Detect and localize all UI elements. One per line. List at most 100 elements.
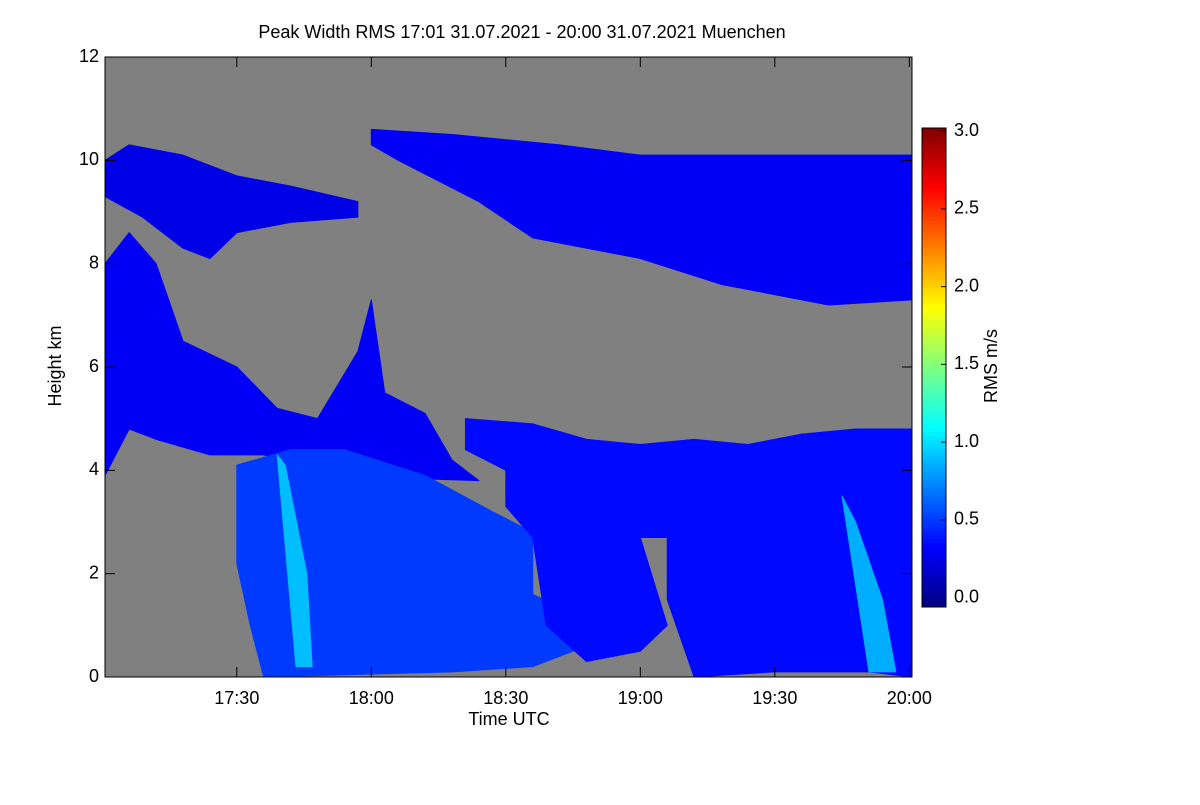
colorbar-segment xyxy=(922,567,946,572)
y-tick-label: 4 xyxy=(89,459,99,479)
x-tick-label: 20:00 xyxy=(887,688,932,708)
colorbar-segment xyxy=(922,255,946,261)
colorbar-segment xyxy=(922,291,946,297)
x-tick-label: 19:00 xyxy=(618,688,663,708)
colorbar-segment xyxy=(922,175,946,181)
colorbar-segment xyxy=(922,487,946,492)
colorbar-segment xyxy=(922,295,946,301)
colorbar-segment xyxy=(922,339,946,345)
colorbar-segment xyxy=(922,515,946,520)
colorbar-segment xyxy=(922,511,946,516)
colorbar-segment xyxy=(922,155,946,161)
colorbar-segment xyxy=(922,343,946,349)
colorbar-segment xyxy=(922,583,946,588)
colorbar-segment xyxy=(922,191,946,197)
colorbar-segment xyxy=(922,367,946,372)
colorbar-segment xyxy=(922,159,946,165)
colorbar-segment xyxy=(922,207,946,213)
colorbar-segment xyxy=(922,279,946,285)
colorbar-segment xyxy=(922,267,946,273)
data-region xyxy=(276,454,313,668)
colorbar-segment xyxy=(922,128,946,133)
colorbar-segment xyxy=(922,171,946,177)
colorbar-segment xyxy=(922,239,946,245)
colorbar-segment xyxy=(922,451,946,456)
y-axis-label: Height km xyxy=(45,325,65,406)
colorbar-segment xyxy=(922,423,946,428)
colorbar-segment xyxy=(922,163,946,169)
colorbar-segment xyxy=(922,299,946,305)
colorbar-segment xyxy=(922,531,946,536)
colorbar-segment xyxy=(922,411,946,416)
colorbar-segment xyxy=(922,183,946,189)
colorbar-segment xyxy=(922,327,946,333)
colorbar-segment xyxy=(922,243,946,249)
colorbar-segment xyxy=(922,507,946,512)
colorbar-segment xyxy=(922,547,946,552)
colorbar-segment xyxy=(922,375,946,380)
colorbar-segment xyxy=(922,139,946,145)
colorbar-segment xyxy=(922,399,946,404)
colorbar-segment xyxy=(922,535,946,540)
data-region xyxy=(104,232,480,482)
data-region xyxy=(104,144,359,259)
colorbar-segment xyxy=(922,379,946,384)
colorbar-segment xyxy=(922,475,946,480)
colorbar-frame xyxy=(921,127,947,608)
colorbar-segment xyxy=(922,211,946,217)
data-region xyxy=(841,495,897,673)
colorbar-segment xyxy=(922,539,946,544)
y-tick-label: 2 xyxy=(89,562,99,582)
colorbar-segment xyxy=(922,595,946,600)
colorbar-segment xyxy=(922,251,946,257)
x-axis-label: Time UTC xyxy=(468,709,549,729)
colorbar-tick-label: 1.5 xyxy=(954,353,979,373)
colorbar-segment xyxy=(922,587,946,592)
colorbar-segment xyxy=(922,283,946,289)
colorbar-segment xyxy=(922,563,946,568)
colorbar-segment xyxy=(922,275,946,281)
colorbar-segment xyxy=(922,499,946,504)
colorbar-segment xyxy=(922,135,946,141)
colorbar-segment xyxy=(922,395,946,400)
colorbar-segment xyxy=(922,543,946,548)
colorbar-segment xyxy=(922,551,946,556)
colorbar-tick-label: 1.0 xyxy=(954,431,979,451)
colorbar-segment xyxy=(922,351,946,357)
colorbar-segment xyxy=(922,431,946,436)
x-tick-label: 18:30 xyxy=(483,688,528,708)
colorbar-segment xyxy=(922,471,946,476)
colorbar-segment xyxy=(922,167,946,173)
colorbar-tick-label: 0.0 xyxy=(954,586,979,606)
colorbar-segment xyxy=(922,303,946,309)
colorbar-segment xyxy=(922,555,946,560)
colorbar-segment xyxy=(922,443,946,448)
colorbar-segment xyxy=(922,151,946,157)
colorbar-segment xyxy=(922,523,946,528)
colorbar-segment xyxy=(922,479,946,484)
colorbar-segment xyxy=(922,427,946,432)
x-tick-label: 18:00 xyxy=(349,688,394,708)
colorbar-segment xyxy=(922,483,946,488)
y-tick-label: 8 xyxy=(89,252,99,272)
colorbar-segment xyxy=(922,579,946,584)
colorbar-segment xyxy=(922,371,946,376)
colorbar-segment xyxy=(922,259,946,265)
colorbar-segment xyxy=(922,315,946,321)
colorbar-segment xyxy=(922,359,946,365)
colorbar-segment xyxy=(922,407,946,412)
colorbar-segment xyxy=(922,199,946,205)
colorbar-segment xyxy=(922,463,946,468)
colorbar-segment xyxy=(922,331,946,337)
y-tick-label: 0 xyxy=(89,666,99,686)
colorbar-segment xyxy=(922,355,946,361)
colorbar-segment xyxy=(922,227,946,233)
colorbar-segment xyxy=(922,495,946,500)
colorbar-segment xyxy=(922,307,946,313)
colorbar-tick-label: 3.0 xyxy=(954,120,979,140)
colorbar-segment xyxy=(922,203,946,209)
colorbar-segment xyxy=(922,455,946,460)
colorbar-label: RMS m/s xyxy=(981,329,1001,403)
colorbar-segment xyxy=(922,403,946,408)
y-tick-label: 6 xyxy=(89,356,99,376)
